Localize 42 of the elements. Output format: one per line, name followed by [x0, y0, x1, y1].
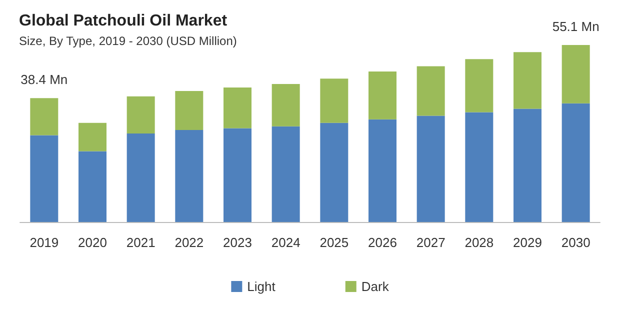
chart-title: Global Patchouli Oil Market [19, 12, 228, 30]
text: 55.1 Mn [552, 19, 600, 34]
bar [126, 134, 155, 222]
x-tick-label: 2022 [174, 235, 204, 250]
bar [224, 87, 252, 128]
annotation: 38.4 Mn [20, 72, 68, 88]
bar [126, 96, 155, 134]
x-tick-label: 2026 [368, 235, 397, 250]
bar [320, 78, 348, 123]
bar [416, 116, 445, 222]
x-tick-label: 2028 [464, 235, 494, 250]
bar [30, 135, 58, 222]
x-tick-label: 2024 [271, 235, 300, 250]
bar [78, 122, 106, 152]
bar [465, 59, 494, 112]
bar [224, 128, 252, 222]
x-tick-label: 2025 [320, 235, 349, 250]
legend-label: Light [247, 279, 276, 294]
bar [465, 112, 494, 222]
x-tick-label: 2027 [416, 235, 446, 250]
bar [175, 91, 204, 130]
bar [272, 126, 300, 222]
x-tick-label: 2029 [513, 235, 542, 250]
bar [30, 98, 58, 136]
x-tick-label: 2021 [126, 235, 156, 250]
legend-label: Dark [361, 279, 390, 294]
bar [272, 84, 300, 126]
x-tick-label: 2019 [30, 235, 59, 250]
x-tick-label: 2023 [223, 235, 252, 250]
bar [78, 151, 106, 222]
bar [514, 108, 542, 222]
bar [514, 52, 542, 109]
x-tick-label: 2030 [561, 235, 590, 250]
bar [175, 130, 204, 222]
bar [368, 119, 396, 222]
chart-subtitle: Size, By Type, 2019 - 2030 (USD Million) [19, 34, 237, 48]
bar [320, 122, 348, 222]
bar [562, 103, 590, 222]
bar [416, 66, 445, 116]
bar [368, 72, 396, 120]
x-tick-label: 2020 [78, 235, 107, 250]
bar [562, 45, 590, 104]
